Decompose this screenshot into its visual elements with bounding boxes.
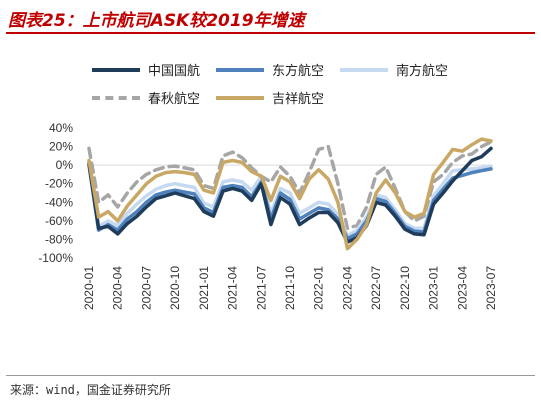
y-tick-label: 0% [56, 158, 74, 172]
y-tick-label: -80% [45, 232, 73, 246]
legend-label-spring-airlines: 春秋航空 [148, 92, 201, 107]
y-tick-label: -20% [45, 177, 73, 191]
legend-swatch-china-southern [340, 67, 388, 72]
legend-label-air-china: 中国国航 [148, 64, 201, 79]
series-line-4 [87, 137, 493, 251]
legend-label-china-southern: 南方航空 [396, 64, 449, 79]
x-tick-label: 2021-01 [197, 266, 211, 310]
x-tick-label: 2023-01 [427, 266, 441, 310]
x-tick-label: 2022-10 [398, 266, 412, 310]
x-tick-label: 2020-01 [82, 266, 96, 310]
x-tick-label: 2023-07 [484, 266, 498, 310]
x-tick-label: 2022-04 [340, 266, 354, 310]
legend-swatch-air-china [92, 67, 140, 72]
x-tick-label: 2022-01 [312, 266, 326, 310]
legend-item-spring-airlines: 春秋航空 [92, 88, 200, 107]
x-tick-label: 2021-10 [283, 266, 297, 310]
legend-item-juneyao: 吉祥航空 [216, 88, 324, 107]
title-underline [6, 32, 535, 34]
x-tick-label: 2020-04 [111, 266, 125, 310]
x-tick-label: 2021-07 [254, 266, 268, 310]
series-line-3 [87, 140, 493, 231]
legend-swatch-spring-airlines [92, 95, 140, 100]
series-line-0 [87, 146, 493, 244]
legend-item-china-eastern: 东方航空 [216, 60, 324, 79]
legend-swatch-juneyao [216, 95, 264, 100]
y-tick-label: -40% [45, 195, 73, 209]
legend-swatch-china-eastern [216, 67, 264, 72]
x-tick-label: 2020-07 [139, 266, 153, 310]
y-tick-label: -60% [45, 214, 73, 228]
y-tick-label: 40% [49, 121, 73, 135]
legend-label-china-eastern: 东方航空 [272, 64, 325, 79]
x-tick-label: 2021-04 [226, 266, 240, 310]
legend-label-juneyao: 吉祥航空 [272, 92, 325, 107]
footer-divider [6, 375, 535, 376]
y-tick-label: 20% [49, 140, 73, 154]
legend-item-china-southern: 南方航空 [340, 60, 448, 79]
x-tick-label: 2020-10 [168, 266, 182, 310]
chart-title: 图表25：上市航司ASK较2019年增速 [8, 11, 305, 31]
legend-item-air-china: 中国国航 [92, 60, 200, 79]
x-tick-label: 2022-07 [369, 266, 383, 310]
y-tick-label: -100% [38, 251, 73, 265]
x-tick-label: 2023-04 [455, 266, 469, 310]
source-note: 来源：wind，国金证券研究所 [10, 383, 171, 397]
